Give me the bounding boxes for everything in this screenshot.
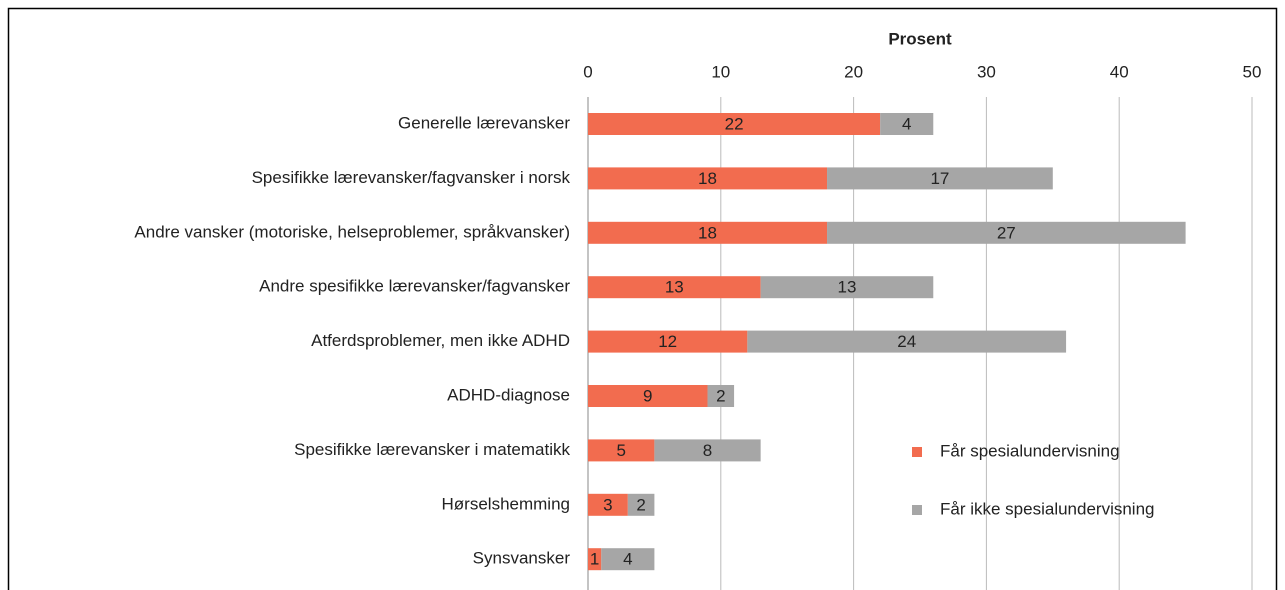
legend-label: Får spesialundervisning [940, 441, 1120, 460]
bar-segment [588, 385, 708, 407]
data-label: 2 [716, 386, 725, 405]
bar-segment [588, 276, 761, 299]
bar-segment [747, 330, 1067, 353]
x-tick-label: 10 [711, 62, 730, 81]
y-tick-label: Spesifikke lærevansker/fagvansker i nors… [252, 168, 571, 187]
x-tick-label: 40 [1110, 62, 1129, 81]
legend-swatch [912, 505, 922, 515]
data-label: 5 [616, 441, 625, 460]
data-label: 4 [623, 550, 632, 569]
y-tick-label: Synsvansker [473, 549, 571, 568]
data-label: 13 [665, 278, 684, 297]
bar-segment [588, 330, 748, 353]
data-label: 1 [590, 550, 599, 569]
bar-segment [588, 113, 881, 135]
data-label: 13 [837, 278, 856, 297]
bar-segment [707, 385, 735, 407]
bar-segment [827, 221, 1186, 244]
x-tick-label: 30 [977, 62, 996, 81]
legend-label: Får ikke spesialundervisning [940, 499, 1155, 518]
bar-segment [827, 167, 1053, 190]
bar-segment [601, 548, 655, 571]
bar-segment [588, 439, 655, 462]
bar-segment [880, 113, 934, 135]
data-label: 17 [930, 169, 949, 188]
bar-segment [588, 548, 602, 571]
y-tick-label: Andre vansker (motoriske, helseproblemer… [134, 222, 570, 241]
y-tick-label: ADHD-diagnose [447, 385, 570, 404]
y-tick-label: Spesifikke lærevansker i matematikk [294, 440, 570, 459]
bar-segment [760, 276, 934, 299]
data-label: 18 [698, 223, 717, 242]
x-tick-label: 0 [583, 62, 592, 81]
x-tick-label: 50 [1243, 62, 1262, 81]
chart-frame [7, 7, 1278, 590]
data-label: 9 [643, 386, 652, 405]
bar-segment [588, 493, 628, 516]
data-label: 12 [658, 332, 677, 351]
y-tick-label: Andre spesifikke lærevansker/fagvansker [259, 277, 570, 296]
data-label: 24 [897, 332, 916, 351]
data-label: 4 [902, 114, 911, 133]
bar-segment [627, 493, 655, 516]
y-tick-label: Hørselshemming [442, 494, 570, 513]
y-tick-label: Generelle lærevansker [398, 113, 570, 132]
data-label: 8 [703, 441, 712, 460]
axis-title: Prosent [888, 29, 952, 48]
bar-segment [588, 167, 828, 190]
legend-swatch [912, 447, 922, 457]
bar-segment [588, 221, 828, 244]
data-label: 3 [603, 495, 612, 514]
data-label: 27 [997, 223, 1016, 242]
data-label: 22 [725, 114, 744, 133]
y-tick-label: Atferdsproblemer, men ikke ADHD [311, 331, 570, 350]
bar-segment [654, 439, 761, 462]
x-tick-label: 20 [844, 62, 863, 81]
data-label: 2 [636, 495, 645, 514]
data-label: 18 [698, 169, 717, 188]
